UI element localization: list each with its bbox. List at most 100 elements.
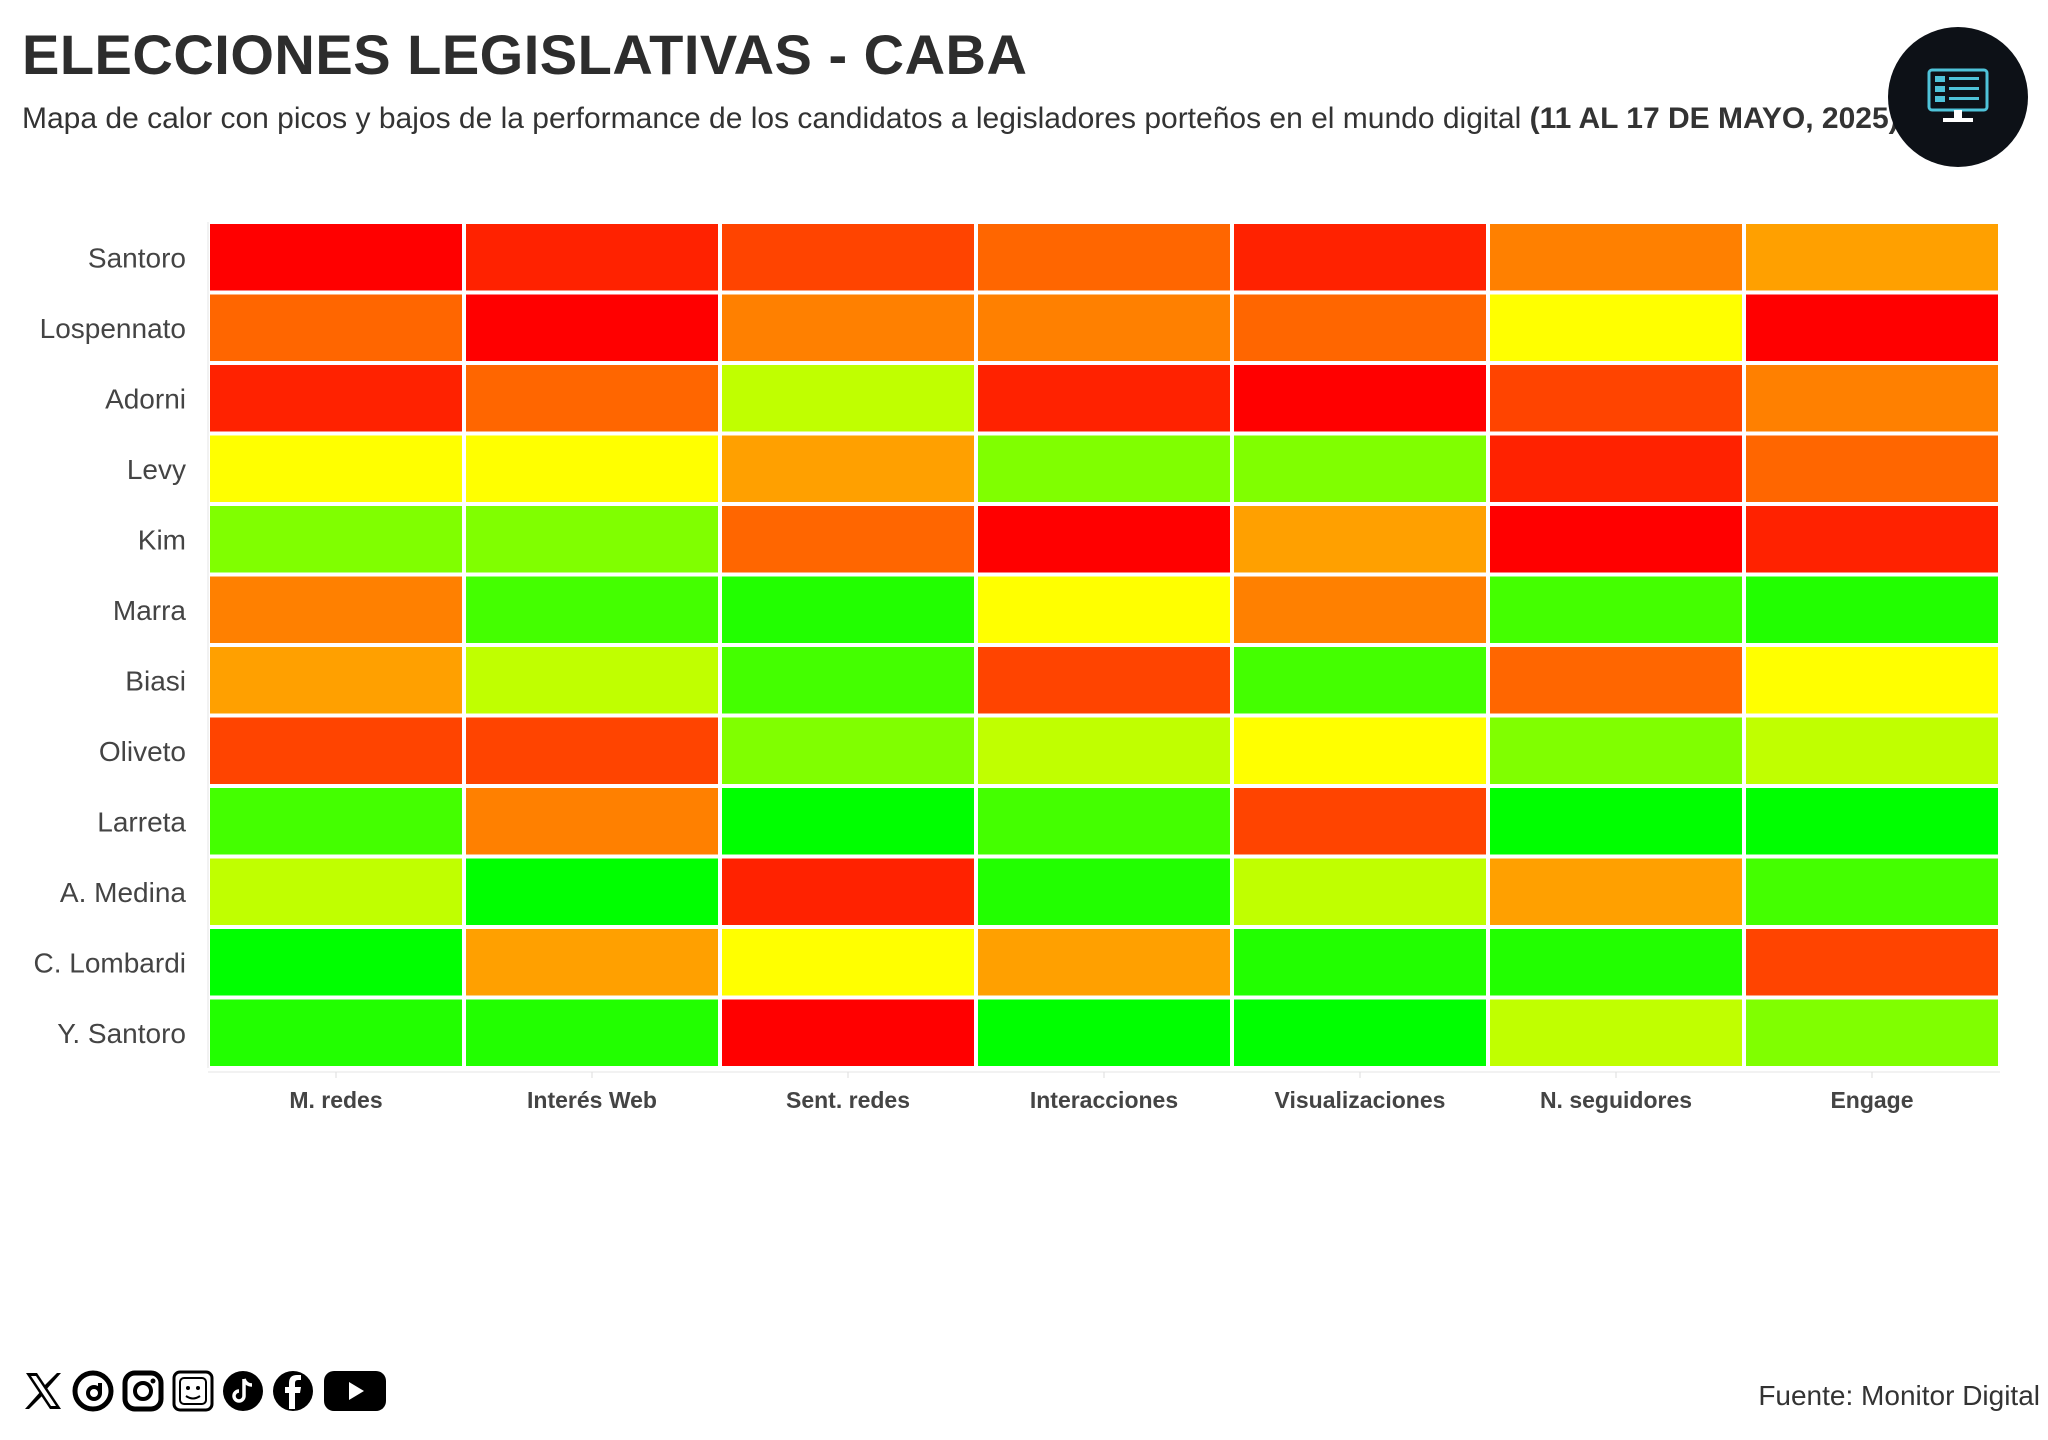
- column-label: Visualizaciones: [1275, 1087, 1446, 1113]
- heatmap-cell: [722, 576, 974, 643]
- heatmap-cell: [1234, 224, 1486, 291]
- heatmap-cell: [1490, 506, 1742, 573]
- heatmap-cell: [466, 788, 718, 855]
- heatmap-cell: [466, 506, 718, 573]
- heatmap-cell: [978, 435, 1230, 502]
- row-label: Levy: [127, 454, 186, 485]
- heatmap-cell: [722, 506, 974, 573]
- heatmap-cell: [978, 858, 1230, 925]
- heatmap-cell: [210, 506, 462, 573]
- heatmap-cell: [1234, 858, 1486, 925]
- column-label: M. redes: [289, 1087, 382, 1113]
- heatmap-cell: [978, 576, 1230, 643]
- row-label: C. Lombardi: [33, 947, 186, 978]
- heatmap-cell: [1490, 365, 1742, 432]
- monitor-dashboard-icon: [1888, 27, 2028, 167]
- heatmap-cell: [466, 999, 718, 1066]
- heatmap-cell: [1234, 576, 1486, 643]
- column-label: Interacciones: [1030, 1087, 1178, 1113]
- heatmap-cell: [722, 647, 974, 714]
- column-label: Sent. redes: [786, 1087, 910, 1113]
- row-label: Y. Santoro: [57, 1018, 186, 1049]
- heatmap-cell: [1746, 929, 1998, 996]
- heatmap-cell: [210, 647, 462, 714]
- heatmap-cell: [1234, 435, 1486, 502]
- heatmap-cell: [210, 435, 462, 502]
- heatmap-cell: [1746, 717, 1998, 784]
- heatmap-cell: [722, 224, 974, 291]
- youtube-icon[interactable]: [320, 1368, 390, 1414]
- heatmap-cell: [466, 435, 718, 502]
- heatmap-cell: [210, 999, 462, 1066]
- tiktok-icon[interactable]: [220, 1368, 266, 1414]
- heatmap-cell: [722, 999, 974, 1066]
- heatmap-cell: [210, 858, 462, 925]
- heatmap-cell: [1490, 858, 1742, 925]
- heatmap-cell: [978, 647, 1230, 714]
- heatmap-cell: [1746, 435, 1998, 502]
- facebook-icon[interactable]: [270, 1368, 316, 1414]
- column-label: Engage: [1830, 1087, 1913, 1113]
- heatmap-cell: [1746, 999, 1998, 1066]
- heatmap-cell: [1490, 576, 1742, 643]
- heatmap-cell: [1234, 506, 1486, 573]
- row-label: Larreta: [97, 806, 186, 837]
- social-icons: [20, 1368, 390, 1414]
- column-label: N. seguidores: [1540, 1087, 1692, 1113]
- heatmap-cell: [466, 717, 718, 784]
- heatmap-cell: [1234, 929, 1486, 996]
- heatmap-cell: [1234, 788, 1486, 855]
- heatmap-cell: [210, 929, 462, 996]
- heatmap-cell: [210, 788, 462, 855]
- heatmap-cell: [1746, 858, 1998, 925]
- newsletter-icon[interactable]: [170, 1368, 216, 1414]
- heatmap-cell: [1234, 647, 1486, 714]
- heatmap-cell: [1746, 506, 1998, 573]
- heatmap-cell: [1490, 224, 1742, 291]
- instagram-icon[interactable]: [120, 1368, 166, 1414]
- heatmap-cell: [722, 294, 974, 361]
- heatmap-cell: [466, 224, 718, 291]
- heatmap-cell: [1234, 717, 1486, 784]
- row-label: Santoro: [88, 242, 186, 273]
- heatmap-cell: [722, 365, 974, 432]
- row-label: Adorni: [105, 383, 186, 414]
- heatmap-cell: [1746, 576, 1998, 643]
- row-label: Oliveto: [99, 736, 186, 767]
- heatmap-cell: [1490, 788, 1742, 855]
- heatmap-cell: [1746, 224, 1998, 291]
- row-label: Lospennato: [40, 313, 186, 344]
- row-label: A. Medina: [60, 877, 186, 908]
- heatmap-cell: [1490, 647, 1742, 714]
- threads-icon[interactable]: [70, 1368, 116, 1414]
- heatmap-chart: Santoro Lospennato Adorni Levy Kim Marra Biasi…: [33, 222, 2000, 1113]
- heatmap-cell: [978, 294, 1230, 361]
- heatmap-cell: [210, 717, 462, 784]
- heatmap-cell: [1234, 999, 1486, 1066]
- column-label: Interés Web: [527, 1087, 657, 1113]
- heatmap-cell: [978, 365, 1230, 432]
- heatmap-cell: [1490, 929, 1742, 996]
- heatmap-cell: [1234, 365, 1486, 432]
- row-label: Biasi: [125, 665, 186, 696]
- heatmap-cell: [978, 717, 1230, 784]
- heatmap-cell: [978, 999, 1230, 1066]
- x-icon[interactable]: [20, 1368, 66, 1414]
- heatmap-cell: [1746, 365, 1998, 432]
- subtitle-text: Mapa de calor con picos y bajos de la pe…: [22, 102, 1522, 135]
- heatmap-cell: [978, 788, 1230, 855]
- heatmap-cell: [466, 929, 718, 996]
- heatmap-cell: [466, 294, 718, 361]
- heatmap-cell: [722, 858, 974, 925]
- heatmap-cell: [722, 435, 974, 502]
- heatmap-cell: [722, 929, 974, 996]
- heatmap-cell: [1490, 999, 1742, 1066]
- heatmap-cell: [722, 788, 974, 855]
- chart-subtitle: Mapa de calor con picos y bajos de la pe…: [22, 100, 1902, 138]
- heatmap-cell: [1490, 717, 1742, 784]
- heatmap-cell: [466, 365, 718, 432]
- heatmap-cell: [466, 647, 718, 714]
- heatmap-cell: [210, 576, 462, 643]
- heatmap-cell: [1490, 435, 1742, 502]
- heatmap-cell: [210, 365, 462, 432]
